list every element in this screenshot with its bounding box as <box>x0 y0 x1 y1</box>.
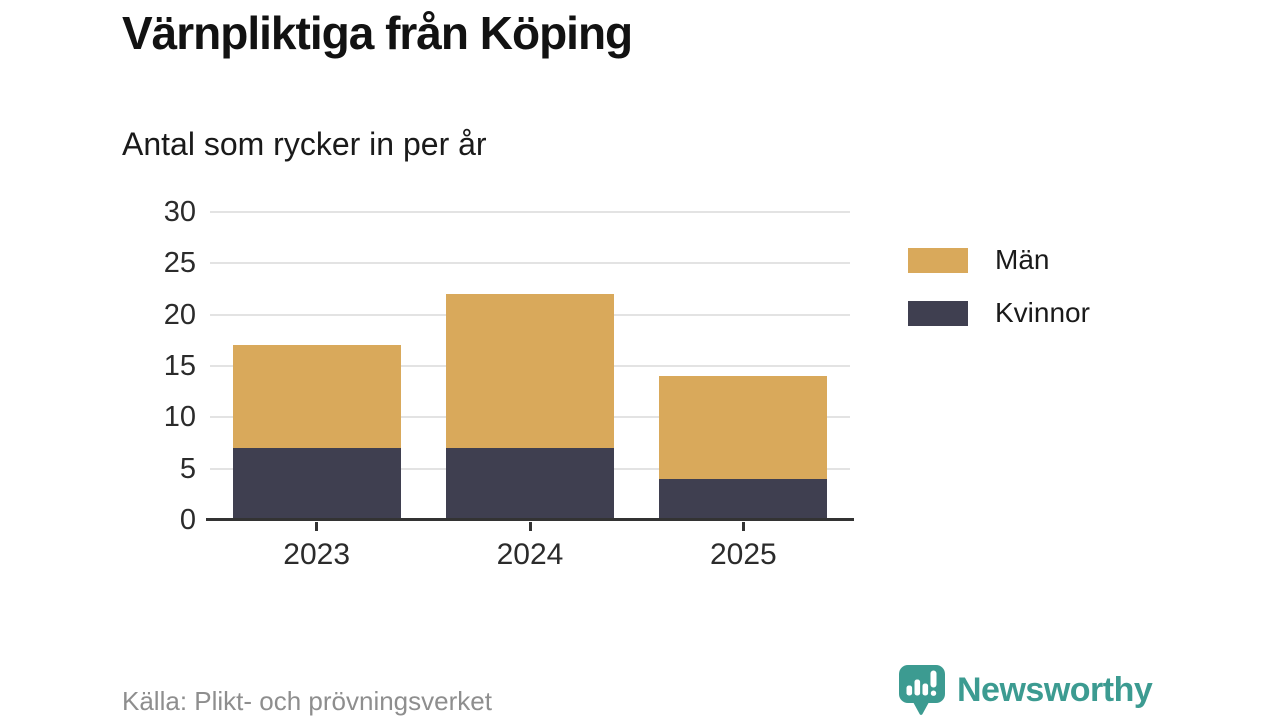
source-text: Källa: Plikt- och prövningsverket <box>122 686 492 716</box>
legend-label: Kvinnor <box>995 297 1090 328</box>
newsworthy-logo: Newsworthy <box>897 664 1153 716</box>
bar-segment-kvinnor-2024 <box>446 448 614 520</box>
legend-item-kvinnor: Kvinnor <box>908 297 1090 329</box>
y-axis-tick-label: 10 <box>163 401 196 434</box>
bar-segment-män-2023 <box>232 345 401 449</box>
y-axis-tick-label: 0 <box>179 504 196 536</box>
bar-segment-män-2025 <box>659 376 828 479</box>
x-axis-tick-label: 2025 <box>709 538 777 571</box>
plot-area: 0 5 10 15 20 25 30 2023 2024 2025 <box>164 198 854 571</box>
y-axis-tick-label: 30 <box>163 196 196 228</box>
legend-item-män: Män <box>908 244 1090 276</box>
x-axis-line <box>206 518 854 521</box>
x-axis-tick-label: 2023 <box>283 538 351 571</box>
bar-segment-män-2024 <box>446 294 614 449</box>
newsworthy-speech-bubble-bar-chart-icon <box>899 665 945 715</box>
gridline <box>210 211 850 213</box>
legend: Män Kvinnor <box>908 244 1090 350</box>
x-axis-tick-label: 2024 <box>496 538 564 571</box>
x-axis-tick-mark <box>315 522 319 531</box>
legend-label: Män <box>995 244 1050 275</box>
y-axis-tick-label: 15 <box>163 350 196 382</box>
legend-swatch <box>908 247 968 273</box>
x-axis-tick-mark <box>528 522 532 531</box>
bar-segment-kvinnor-2025 <box>659 478 828 520</box>
chart-subtitle: Antal som rycker in per år <box>122 126 487 162</box>
y-axis-tick-label: 20 <box>163 298 196 331</box>
y-axis-tick-label: 25 <box>163 247 196 280</box>
bar-segment-kvinnor-2023 <box>232 448 401 520</box>
gridline <box>210 262 850 265</box>
legend-swatch <box>908 300 968 326</box>
newsworthy-wordmark: Newsworthy <box>957 670 1153 709</box>
chart-title: Värnpliktiga från Köping <box>122 7 633 59</box>
y-axis-tick-label: 5 <box>179 452 196 485</box>
x-axis-tick-mark <box>741 522 745 531</box>
